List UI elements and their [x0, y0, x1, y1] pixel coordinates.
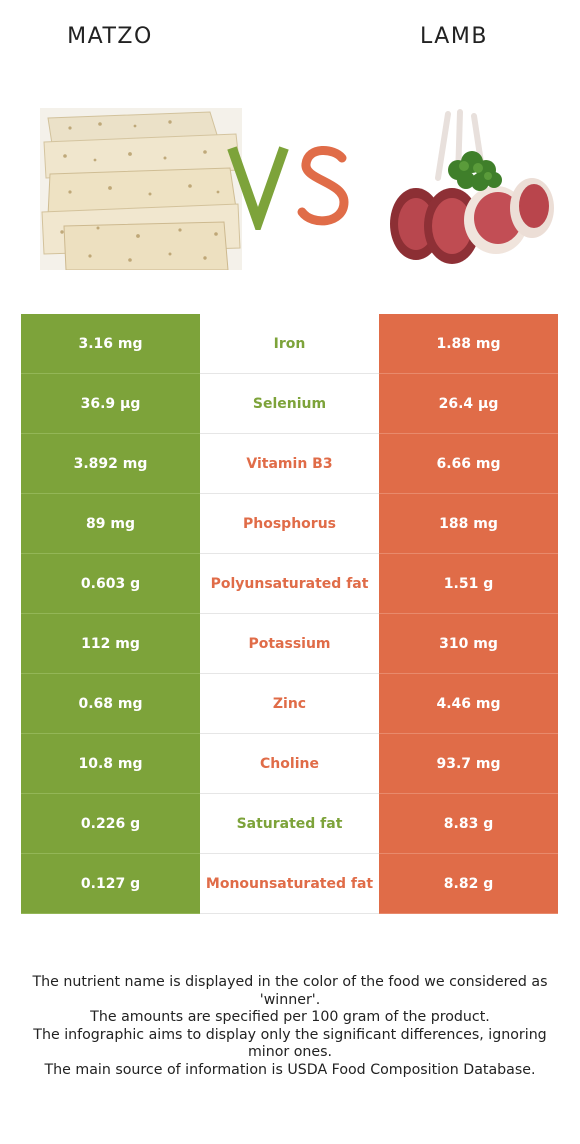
table-row: 0.603 g Polyunsaturated fat 1.51 g	[21, 554, 558, 614]
nutrient-name: Choline	[200, 734, 379, 793]
right-value: 4.46 mg	[379, 674, 558, 734]
nutrient-name: Iron	[200, 314, 379, 373]
right-value: 6.66 mg	[379, 434, 558, 494]
left-value: 3.892 mg	[21, 434, 200, 494]
left-value: 0.603 g	[21, 554, 200, 614]
table-row: 3.892 mg Vitamin B3 6.66 mg	[21, 434, 558, 494]
nutrient-name: Polyunsaturated fat	[200, 554, 379, 613]
right-value: 1.88 mg	[379, 314, 558, 374]
right-value: 8.82 g	[379, 854, 558, 914]
left-value: 0.68 mg	[21, 674, 200, 734]
vs-mark	[227, 146, 349, 230]
nutrient-comparison-table: 3.16 mg Iron 1.88 mg 36.9 µg Selenium 26.4 µg…	[21, 314, 558, 914]
table-row: 3.16 mg Iron 1.88 mg	[21, 314, 558, 374]
footnote: The nutrient name is displayed in the co…	[14, 974, 566, 1079]
left-value: 112 mg	[21, 614, 200, 674]
left-value: 3.16 mg	[21, 314, 200, 374]
right-value: 310 mg	[379, 614, 558, 674]
left-value: 0.226 g	[21, 794, 200, 854]
lamb-image	[390, 109, 554, 264]
table-row: 36.9 µg Selenium 26.4 µg	[21, 374, 558, 434]
table-row: 0.68 mg Zinc 4.46 mg	[21, 674, 558, 734]
right-value: 188 mg	[379, 494, 558, 554]
nutrient-name: Selenium	[200, 374, 379, 433]
right-food-title: LAMB	[420, 24, 488, 49]
right-value: 26.4 µg	[379, 374, 558, 434]
left-value: 0.127 g	[21, 854, 200, 914]
right-value: 93.7 mg	[379, 734, 558, 794]
nutrient-name: Monounsaturated fat	[200, 854, 379, 913]
footnote-line: The main source of information is USDA F…	[44, 1061, 536, 1078]
footnote-line: The nutrient name is displayed in the co…	[32, 974, 548, 1008]
left-value: 36.9 µg	[21, 374, 200, 434]
footnote-line: The infographic aims to display only the…	[33, 1026, 547, 1061]
table-row: 0.127 g Monounsaturated fat 8.82 g	[21, 854, 558, 914]
nutrient-name: Phosphorus	[200, 494, 379, 553]
nutrient-name: Potassium	[200, 614, 379, 673]
table-row: 0.226 g Saturated fat 8.83 g	[21, 794, 558, 854]
table-row: 89 mg Phosphorus 188 mg	[21, 494, 558, 554]
nutrient-name: Saturated fat	[200, 794, 379, 853]
matzo-image	[40, 108, 242, 270]
right-value: 8.83 g	[379, 794, 558, 854]
left-value: 89 mg	[21, 494, 200, 554]
nutrient-name: Zinc	[200, 674, 379, 733]
table-row: 112 mg Potassium 310 mg	[21, 614, 558, 674]
table-row: 10.8 mg Choline 93.7 mg	[21, 734, 558, 794]
left-food-title: MATZO	[67, 24, 153, 49]
footnote-line: The amounts are specified per 100 gram o…	[90, 1009, 490, 1025]
left-value: 10.8 mg	[21, 734, 200, 794]
nutrient-name: Vitamin B3	[200, 434, 379, 493]
right-value: 1.51 g	[379, 554, 558, 614]
